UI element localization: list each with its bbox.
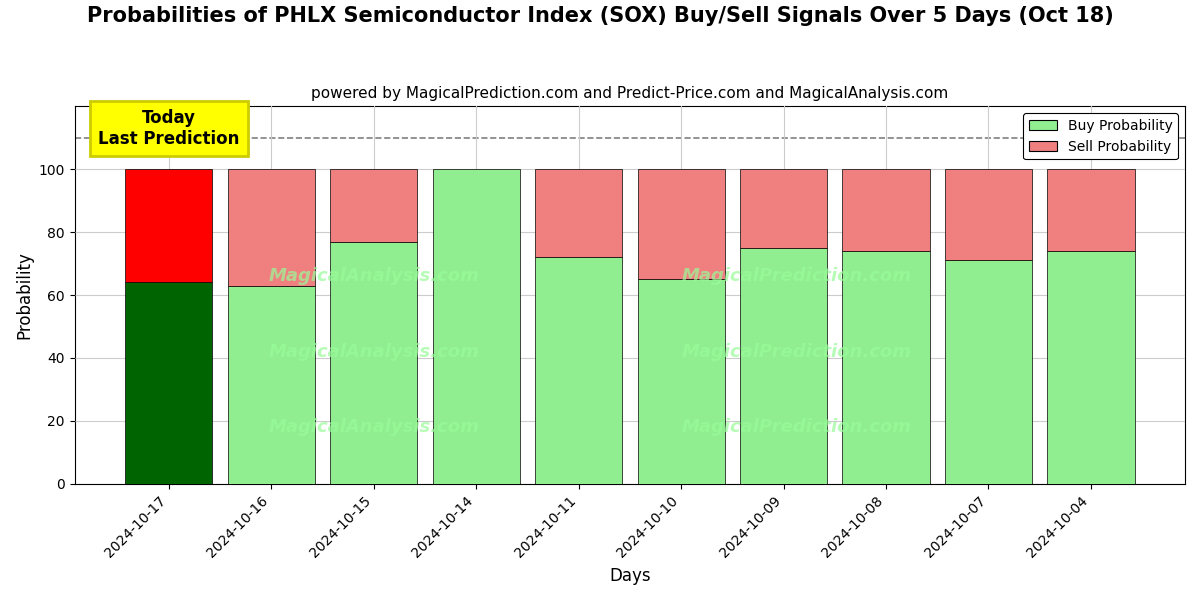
Bar: [944, 169, 1032, 260]
Bar: [432, 169, 520, 484]
Bar: [125, 169, 212, 283]
Text: MagicalPrediction.com: MagicalPrediction.com: [682, 418, 911, 436]
Bar: [740, 248, 827, 484]
Bar: [842, 251, 930, 484]
Text: MagicalAnalysis.com: MagicalAnalysis.com: [269, 418, 480, 436]
Text: MagicalPrediction.com: MagicalPrediction.com: [682, 343, 911, 361]
Bar: [740, 169, 827, 248]
Title: powered by MagicalPrediction.com and Predict-Price.com and MagicalAnalysis.com: powered by MagicalPrediction.com and Pre…: [311, 86, 948, 101]
Text: MagicalPrediction.com: MagicalPrediction.com: [682, 267, 911, 285]
Text: MagicalAnalysis.com: MagicalAnalysis.com: [269, 267, 480, 285]
Bar: [637, 280, 725, 484]
Bar: [228, 286, 314, 484]
Bar: [535, 257, 622, 484]
Bar: [637, 169, 725, 280]
Bar: [125, 283, 212, 484]
Bar: [944, 260, 1032, 484]
Bar: [842, 169, 930, 251]
Bar: [330, 242, 418, 484]
Text: MagicalAnalysis.com: MagicalAnalysis.com: [269, 343, 480, 361]
Text: Probabilities of PHLX Semiconductor Index (SOX) Buy/Sell Signals Over 5 Days (Oc: Probabilities of PHLX Semiconductor Inde…: [86, 6, 1114, 26]
X-axis label: Days: Days: [610, 567, 650, 585]
Bar: [1048, 169, 1134, 251]
Legend: Buy Probability, Sell Probability: Buy Probability, Sell Probability: [1024, 113, 1178, 160]
Bar: [228, 169, 314, 286]
Bar: [535, 169, 622, 257]
Bar: [330, 169, 418, 242]
Y-axis label: Probability: Probability: [16, 251, 34, 339]
Text: Today
Last Prediction: Today Last Prediction: [98, 109, 239, 148]
Bar: [1048, 251, 1134, 484]
